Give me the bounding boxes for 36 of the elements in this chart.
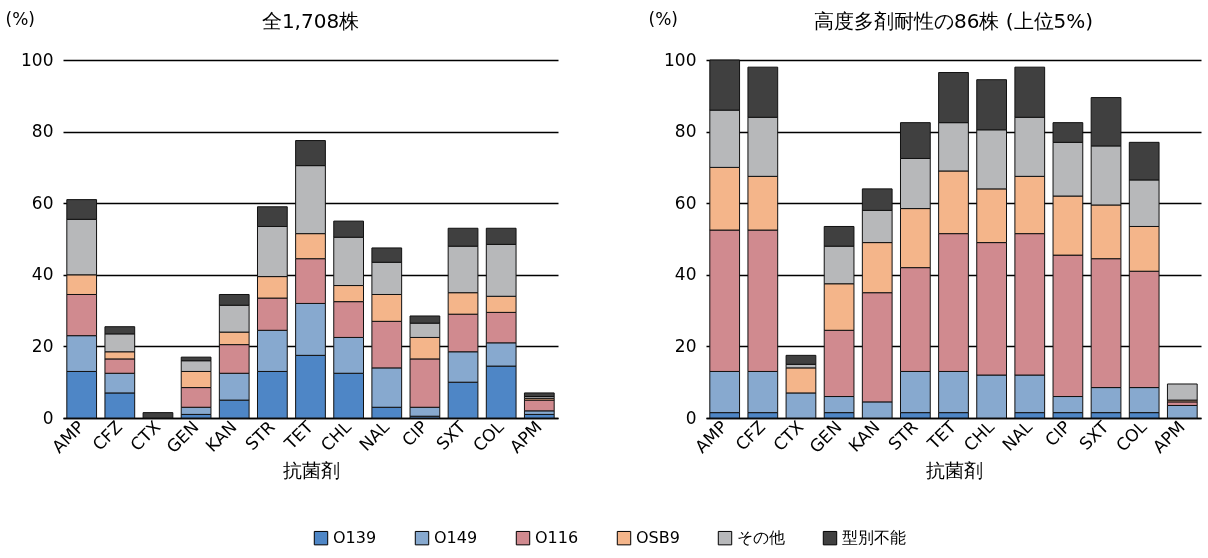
y-axis-title: (%) <box>5 8 35 29</box>
y-tick-label: 0 <box>685 407 697 428</box>
y-tick-label: 80 <box>674 121 697 142</box>
legend-label: その他 <box>737 528 785 548</box>
y-tick-label: 60 <box>674 192 697 213</box>
y-tick-label: 60 <box>31 192 54 213</box>
y-tick-label: 80 <box>31 121 54 142</box>
x-axis-title: 抗菌剤 <box>925 459 983 482</box>
x-tick-label: STR <box>884 416 922 455</box>
x-tick-label: COL <box>468 416 508 456</box>
x-axis-title: 抗菌剤 <box>282 459 340 482</box>
y-tick-label: 20 <box>674 335 697 356</box>
x-tick-label: TET <box>279 416 318 454</box>
legend-label: O149 <box>434 528 478 548</box>
x-tick-label: CHL <box>316 416 356 455</box>
legend-label: O139 <box>333 528 377 548</box>
y-tick-label: 20 <box>31 335 54 356</box>
legend-label: 型別不能 <box>842 528 906 548</box>
x-tick-label: STR <box>241 416 279 455</box>
x-tick-label: NAL <box>998 416 1037 455</box>
x-tick-label: TET <box>922 416 961 454</box>
y-tick-label: 40 <box>31 264 54 285</box>
y-axis-title: (%) <box>648 8 678 29</box>
x-tick-label: CIP <box>1040 416 1075 451</box>
y-tick-label: 100 <box>664 49 697 70</box>
legend-label: OSB9 <box>636 528 680 548</box>
y-tick-label: 0 <box>42 407 54 428</box>
chart-title: 高度多剤耐性の86株 (上位5%) <box>813 9 1094 33</box>
y-tick-label: 40 <box>674 264 697 285</box>
x-tick-label: CIP <box>397 416 432 451</box>
x-tick-label: CHL <box>959 416 999 455</box>
chart-title: 全1,708株 <box>261 9 360 33</box>
legend-label: O116 <box>535 528 579 548</box>
y-tick-label: 100 <box>21 49 54 70</box>
x-tick-label: NAL <box>355 416 394 455</box>
x-tick-label: COL <box>1111 416 1151 456</box>
